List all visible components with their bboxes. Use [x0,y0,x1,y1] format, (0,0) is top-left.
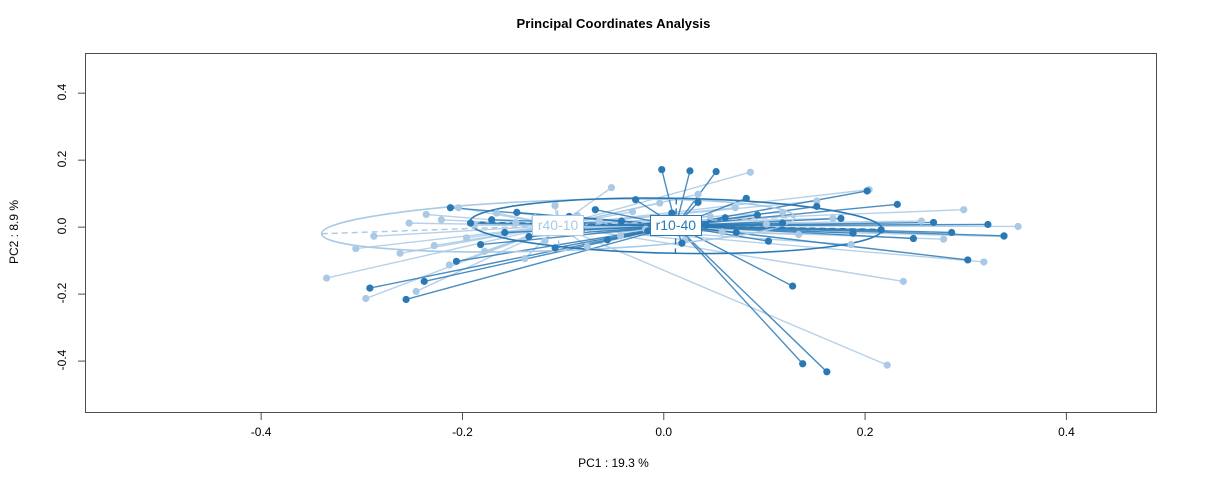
x-tick-label: -0.4 [250,425,272,439]
group-label-r40-10[interactable]: r40-10 [531,214,585,236]
x-tick-label: 0.0 [655,425,673,439]
x-axis-label: PC1 : 19.3 % [578,456,649,470]
x-tick-label: 0.4 [1058,425,1075,439]
y-tick-label: -0.2 [55,282,69,304]
y-tick-label: 0.4 [55,83,69,101]
y-tick-label: 0.0 [55,217,69,235]
group-label-r10-40[interactable]: r10-40 [649,215,703,237]
y-tick-label: -0.4 [55,349,69,371]
x-tick-label: 0.2 [856,425,874,439]
y-axis-label: PC2 : 8.9 % [7,199,21,265]
y-tick-label: 0.2 [55,150,69,168]
page-title: Principal Coordinates Analysis [516,16,711,31]
plot-frame [85,53,1157,413]
x-tick-label: -0.2 [452,425,473,439]
